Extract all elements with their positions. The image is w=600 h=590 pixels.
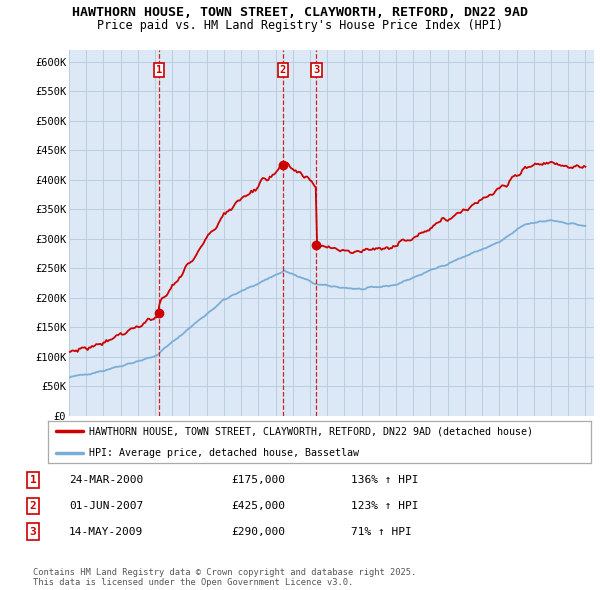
- Text: 3: 3: [29, 527, 37, 536]
- Text: HAWTHORN HOUSE, TOWN STREET, CLAYWORTH, RETFORD, DN22 9AD: HAWTHORN HOUSE, TOWN STREET, CLAYWORTH, …: [72, 6, 528, 19]
- Text: 24-MAR-2000: 24-MAR-2000: [69, 475, 143, 484]
- Text: 01-JUN-2007: 01-JUN-2007: [69, 501, 143, 510]
- Text: 2: 2: [29, 501, 37, 510]
- Text: 1: 1: [156, 65, 162, 75]
- Text: 136% ↑ HPI: 136% ↑ HPI: [351, 475, 419, 484]
- Text: £175,000: £175,000: [231, 475, 285, 484]
- Text: 123% ↑ HPI: 123% ↑ HPI: [351, 501, 419, 510]
- Text: Contains HM Land Registry data © Crown copyright and database right 2025.
This d: Contains HM Land Registry data © Crown c…: [33, 568, 416, 587]
- Text: 3: 3: [313, 65, 319, 75]
- Text: 2: 2: [280, 65, 286, 75]
- Text: £425,000: £425,000: [231, 501, 285, 510]
- Text: HAWTHORN HOUSE, TOWN STREET, CLAYWORTH, RETFORD, DN22 9AD (detached house): HAWTHORN HOUSE, TOWN STREET, CLAYWORTH, …: [89, 427, 533, 436]
- Text: £290,000: £290,000: [231, 527, 285, 536]
- Text: 71% ↑ HPI: 71% ↑ HPI: [351, 527, 412, 536]
- Text: Price paid vs. HM Land Registry's House Price Index (HPI): Price paid vs. HM Land Registry's House …: [97, 19, 503, 32]
- Text: 1: 1: [29, 475, 37, 484]
- Text: HPI: Average price, detached house, Bassetlaw: HPI: Average price, detached house, Bass…: [89, 448, 359, 457]
- Text: 14-MAY-2009: 14-MAY-2009: [69, 527, 143, 536]
